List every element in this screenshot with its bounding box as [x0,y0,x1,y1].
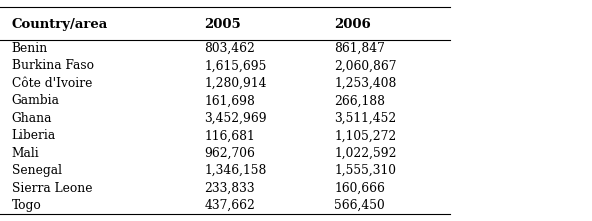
Text: Ghana: Ghana [12,112,52,125]
Text: 2,060,867: 2,060,867 [334,59,397,72]
Text: Mali: Mali [12,147,40,160]
Text: 437,662: 437,662 [204,199,255,212]
Text: 962,706: 962,706 [204,147,255,160]
Text: 803,462: 803,462 [204,42,255,55]
Text: Sierra Leone: Sierra Leone [12,182,92,195]
Text: 160,666: 160,666 [334,182,385,195]
Text: 116,681: 116,681 [204,129,255,142]
Text: 1,253,408: 1,253,408 [334,77,397,90]
Text: 3,452,969: 3,452,969 [204,112,267,125]
Text: 2005: 2005 [204,18,241,31]
Text: 1,022,592: 1,022,592 [334,147,397,160]
Text: Country/area: Country/area [12,18,108,31]
Text: Togo: Togo [12,199,41,212]
Text: 1,280,914: 1,280,914 [204,77,267,90]
Text: Gambia: Gambia [12,94,60,107]
Text: Liberia: Liberia [12,129,56,142]
Text: 161,698: 161,698 [204,94,255,107]
Text: 1,105,272: 1,105,272 [334,129,397,142]
Text: Côte d'Ivoire: Côte d'Ivoire [12,77,92,90]
Text: Benin: Benin [12,42,48,55]
Text: 233,833: 233,833 [204,182,255,195]
Text: 266,188: 266,188 [334,94,385,107]
Text: 1,615,695: 1,615,695 [204,59,266,72]
Text: Senegal: Senegal [12,164,62,177]
Text: 1,555,310: 1,555,310 [334,164,397,177]
Text: 861,847: 861,847 [334,42,385,55]
Text: 1,346,158: 1,346,158 [204,164,266,177]
Text: 3,511,452: 3,511,452 [334,112,397,125]
Text: Burkina Faso: Burkina Faso [12,59,94,72]
Text: 2006: 2006 [334,18,371,31]
Text: 566,450: 566,450 [334,199,385,212]
